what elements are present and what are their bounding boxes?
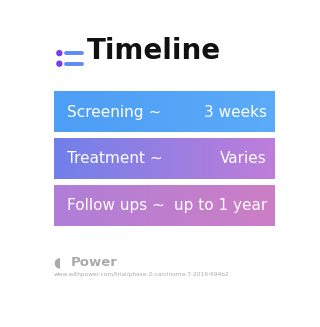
Text: Treatment ~: Treatment ~	[67, 151, 163, 166]
Text: up to 1 year: up to 1 year	[174, 198, 267, 213]
Text: 3 weeks: 3 weeks	[204, 105, 267, 120]
Circle shape	[57, 51, 62, 56]
Text: Varies: Varies	[220, 151, 267, 166]
Text: Screening ~: Screening ~	[67, 105, 161, 120]
Circle shape	[57, 61, 62, 66]
Text: www.withpower.com/trial/phase-2-carcinoma-7-2019-694b2: www.withpower.com/trial/phase-2-carcinom…	[54, 272, 229, 277]
Text: Timeline: Timeline	[87, 37, 221, 65]
Text: Power: Power	[71, 256, 118, 268]
Text: ◖: ◖	[54, 255, 61, 269]
Text: Follow ups ~: Follow ups ~	[67, 198, 165, 213]
